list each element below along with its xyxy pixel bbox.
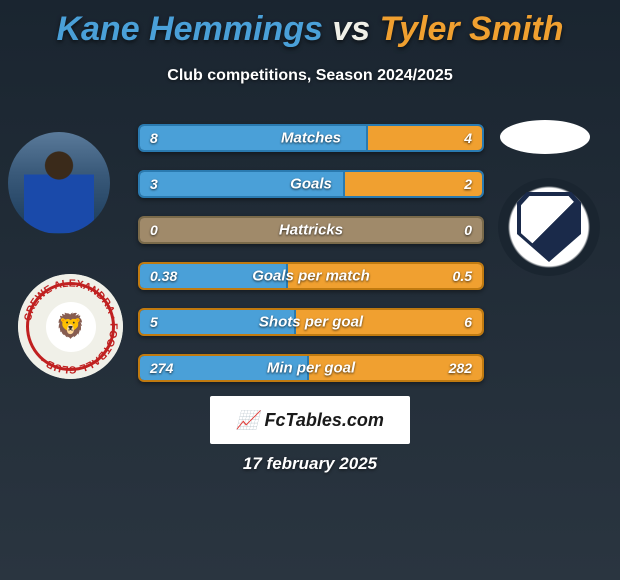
subtitle: Club competitions, Season 2024/2025 <box>0 67 620 85</box>
stat-right-value: 0 <box>464 222 472 238</box>
player2-club-badge <box>498 178 600 276</box>
stat-label: Shots per goal <box>259 314 363 331</box>
stat-right-value: 4 <box>464 130 472 146</box>
player-silhouette-icon <box>24 143 94 233</box>
stat-row: 0.38 0.5 Goals per match <box>138 262 484 290</box>
club-crest-icon: 🦁 <box>46 302 96 352</box>
player1-club-badge: CREWE ALEXANDRA • FOOTBALL CLUB • 🦁 <box>18 274 123 379</box>
stat-right-value: 282 <box>449 360 472 376</box>
stat-row: 0 0 Hattricks <box>138 216 484 244</box>
vs-text: vs <box>332 10 370 48</box>
stat-label: Min per goal <box>267 360 355 377</box>
stat-label: Goals <box>290 176 332 193</box>
page-title: Kane Hemmings vs Tyler Smith <box>0 0 620 49</box>
player1-name: Kane Hemmings <box>56 10 322 48</box>
stat-right-value: 0.5 <box>453 268 472 284</box>
player2-name: Tyler Smith <box>380 10 564 48</box>
stat-left-value: 274 <box>150 360 173 376</box>
branding-badge[interactable]: 📈 FcTables.com <box>210 396 410 444</box>
stat-left-value: 0.38 <box>150 268 177 284</box>
stat-label: Matches <box>281 130 341 147</box>
stat-left-value: 3 <box>150 176 158 192</box>
player2-avatar <box>500 120 590 154</box>
chart-icon: 📈 <box>236 410 258 431</box>
club-shield-icon <box>517 192 581 262</box>
stat-left-value: 8 <box>150 130 158 146</box>
stat-row: 274 282 Min per goal <box>138 354 484 382</box>
branding-text: FcTables.com <box>265 410 384 431</box>
stat-left-value: 0 <box>150 222 158 238</box>
stat-right-value: 6 <box>464 314 472 330</box>
stat-row: 5 6 Shots per goal <box>138 308 484 336</box>
stat-left-value: 5 <box>150 314 158 330</box>
stats-bars: 8 4 Matches 3 2 Goals 0 0 Hattricks 0.38 0.5 Goals … <box>138 124 484 400</box>
stat-row: 8 4 Matches <box>138 124 484 152</box>
stat-label: Hattricks <box>279 222 343 239</box>
stat-bar-right <box>345 172 482 196</box>
stat-row: 3 2 Goals <box>138 170 484 198</box>
date-text: 17 february 2025 <box>243 454 377 474</box>
stat-right-value: 2 <box>464 176 472 192</box>
player1-avatar <box>8 132 110 234</box>
stat-label: Goals per match <box>252 268 370 285</box>
